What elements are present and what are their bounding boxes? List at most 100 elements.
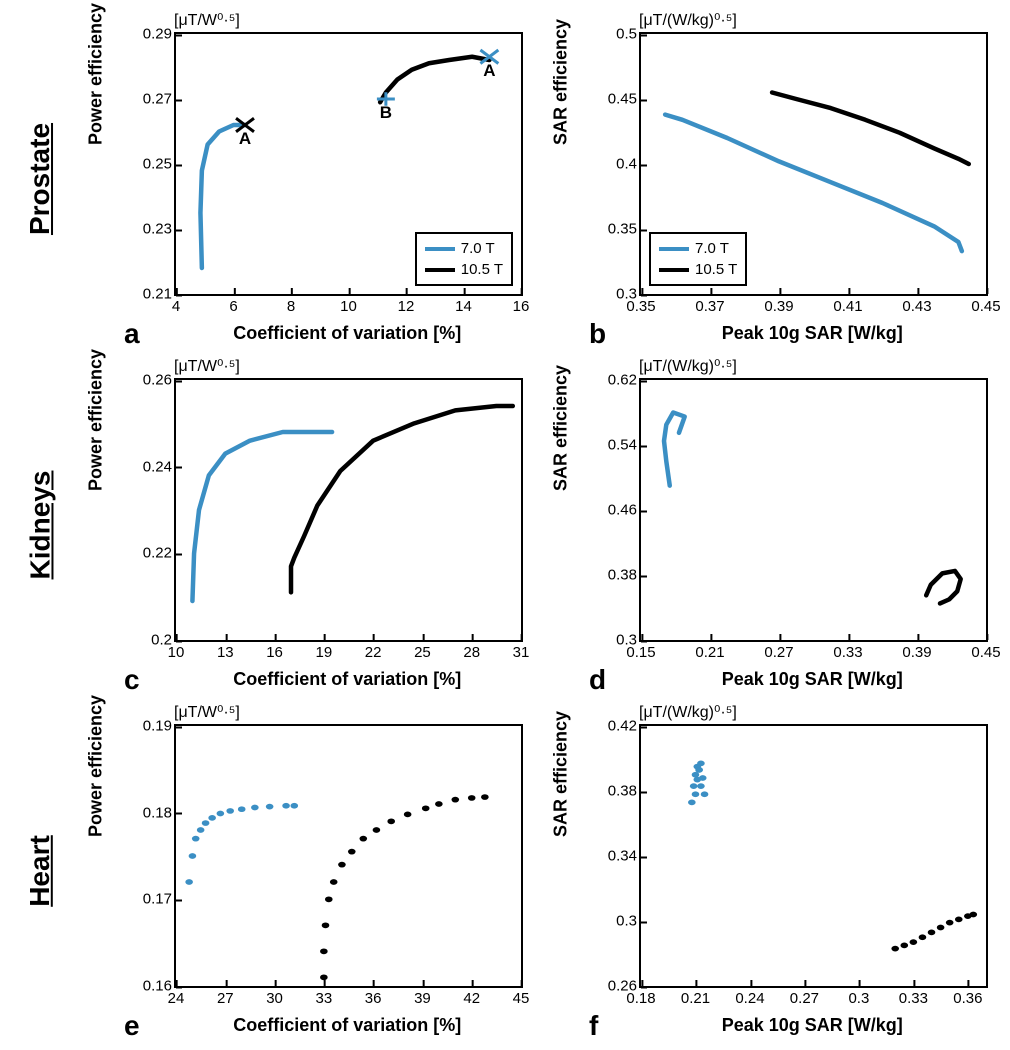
plot-svg xyxy=(176,726,521,986)
y-tick: 0.19 xyxy=(143,718,172,735)
x-tick: 0.27 xyxy=(764,644,793,661)
plot-area: 0.30.350.40.450.50.350.370.390.410.430.4… xyxy=(639,32,988,296)
x-tick: 0.33 xyxy=(899,990,928,1007)
legend-swatch xyxy=(659,247,689,251)
series-dot xyxy=(697,761,705,767)
x-tick: 0.41 xyxy=(833,298,862,315)
row-label-prostate: Prostate xyxy=(10,10,70,348)
x-tick: 0.39 xyxy=(764,298,793,315)
plot-svg xyxy=(641,726,986,986)
y-tick: 0.54 xyxy=(608,437,637,454)
series-dot xyxy=(226,808,234,814)
unit-label: [μT/(W/kg)⁰·⁵] xyxy=(639,702,737,722)
y-axis-label: SAR efficiency xyxy=(551,711,572,837)
series-dot xyxy=(910,939,918,945)
y-axis-label: SAR efficiency xyxy=(551,365,572,491)
x-tick: 12 xyxy=(398,298,415,315)
plot-area: 0.160.170.180.192427303336394245 xyxy=(174,724,523,988)
panel-c: [μT/W⁰·⁵]Power efficiencyCoefficient of … xyxy=(88,356,535,694)
x-tick: 31 xyxy=(513,644,530,661)
legend-text: 10.5 T xyxy=(461,259,503,280)
series-dot xyxy=(688,800,696,806)
x-tick: 0.37 xyxy=(695,298,724,315)
series-dot xyxy=(946,920,954,926)
x-tick: 25 xyxy=(414,644,431,661)
legend-row: 7.0 T xyxy=(425,238,503,259)
x-tick: 8 xyxy=(287,298,295,315)
legend: 7.0 T10.5 T xyxy=(415,232,513,286)
series-dot xyxy=(387,818,395,824)
y-axis-label: Power efficiency xyxy=(86,695,107,837)
series-dot xyxy=(208,815,216,821)
panel-b: [μT/(W/kg)⁰·⁵]SAR efficiencyPeak 10g SAR… xyxy=(553,10,1000,348)
x-axis-label: Peak 10g SAR [W/kg] xyxy=(722,669,903,690)
series-dot xyxy=(192,836,200,842)
legend-text: 7.0 T xyxy=(461,238,495,259)
x-tick: 6 xyxy=(229,298,237,315)
unit-label: [μT/(W/kg)⁰·⁵] xyxy=(639,10,737,30)
unit-label: [μT/W⁰·⁵] xyxy=(174,10,240,30)
plot-area: 0.210.230.250.270.2946810121416ABA7.0 T1… xyxy=(174,32,523,296)
y-tick: 0.5 xyxy=(616,26,637,43)
panel-f: [μT/(W/kg)⁰·⁵] SAR efficiency Peak 10g SAR… xyxy=(553,702,1000,1040)
y-tick: 0.23 xyxy=(143,221,172,238)
x-tick: 0.15 xyxy=(626,644,655,661)
row-label-text: Kidneys xyxy=(24,471,56,580)
y-tick: 0.38 xyxy=(608,567,637,584)
series-dot xyxy=(422,805,430,811)
series-line xyxy=(380,57,489,103)
series-dot xyxy=(189,853,197,859)
x-tick: 36 xyxy=(365,990,382,1007)
x-tick: 0.21 xyxy=(695,644,724,661)
x-tick: 42 xyxy=(463,990,480,1007)
series-dot xyxy=(928,930,936,936)
legend-row: 10.5 T xyxy=(425,259,503,280)
y-tick: 0.24 xyxy=(143,458,172,475)
legend-text: 7.0 T xyxy=(695,238,729,259)
x-axis-label: Coefficient of variation [%] xyxy=(233,669,461,690)
x-tick: 14 xyxy=(455,298,472,315)
row-label-text: Prostate xyxy=(24,123,56,235)
y-tick: 0.42 xyxy=(608,718,637,735)
plot-area: 0.30.380.460.540.620.150.210.270.330.390… xyxy=(639,378,988,642)
row-label-text: Heart xyxy=(24,835,56,907)
x-tick: 0.43 xyxy=(902,298,931,315)
series-dot xyxy=(266,804,274,810)
series-dot xyxy=(891,946,899,952)
series-dot xyxy=(320,974,328,980)
x-tick: 0.35 xyxy=(626,298,655,315)
y-tick: 0.38 xyxy=(608,783,637,800)
x-tick: 0.21 xyxy=(681,990,710,1007)
series-dot xyxy=(185,879,193,885)
series-dot xyxy=(692,791,700,797)
series-dot xyxy=(451,797,459,803)
series-dot xyxy=(238,806,246,812)
panel-d: [μT/(W/kg)⁰·⁵]SAR efficiencyPeak 10g SAR… xyxy=(553,356,1000,694)
x-tick: 0.39 xyxy=(902,644,931,661)
x-tick: 24 xyxy=(168,990,185,1007)
x-axis-label: Peak 10g SAR [W/kg] xyxy=(722,1015,903,1036)
y-tick: 0.25 xyxy=(143,156,172,173)
panel-letter: d xyxy=(589,664,606,696)
series-line xyxy=(664,413,685,486)
x-tick: 19 xyxy=(316,644,333,661)
plot-svg xyxy=(641,380,986,640)
series-line xyxy=(200,125,245,268)
x-axis-label: Coefficient of variation [%] xyxy=(233,323,461,344)
panel-letter: c xyxy=(124,664,140,696)
figure-grid: Prostate [μT/W⁰·⁵]Power efficiencyCoeffi… xyxy=(10,10,1000,1040)
x-tick: 27 xyxy=(217,990,234,1007)
x-tick: 28 xyxy=(463,644,480,661)
series-dot xyxy=(481,794,489,800)
x-tick: 0.27 xyxy=(790,990,819,1007)
plot-svg xyxy=(176,380,521,640)
x-tick: 0.45 xyxy=(971,644,1000,661)
series-dot xyxy=(282,803,290,809)
y-tick: 0.17 xyxy=(143,891,172,908)
series-dot xyxy=(251,805,259,811)
series-dot xyxy=(290,803,298,809)
series-dot xyxy=(320,948,328,954)
legend-swatch xyxy=(659,268,689,272)
y-tick: 0.21 xyxy=(143,286,172,303)
series-dot xyxy=(404,812,412,818)
